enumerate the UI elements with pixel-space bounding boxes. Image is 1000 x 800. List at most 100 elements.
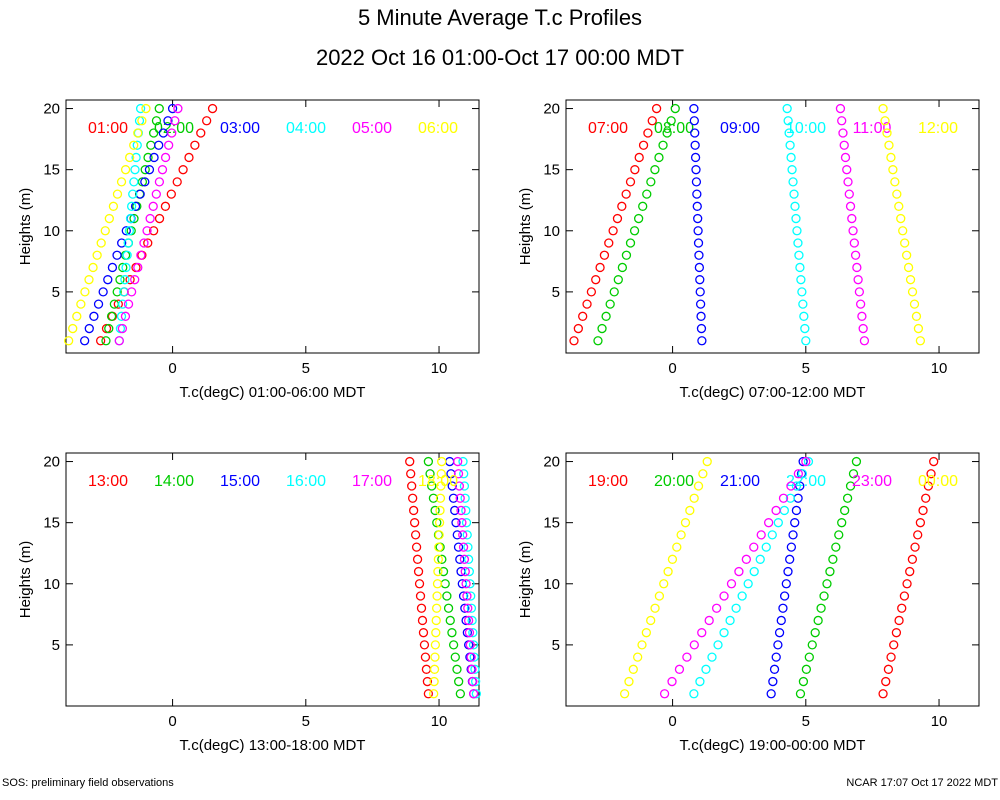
data-point [837, 116, 847, 126]
data-point [792, 226, 802, 236]
data-point [796, 275, 806, 285]
series-0000 [619, 456, 712, 699]
data-point [462, 530, 472, 540]
data-point [408, 505, 419, 516]
data-point [783, 566, 793, 577]
data-point [469, 689, 479, 699]
data-point [785, 493, 796, 503]
data-point [64, 336, 74, 346]
data-point [464, 566, 474, 577]
data-point [719, 628, 729, 638]
data-point [453, 456, 463, 467]
data-point [468, 640, 479, 650]
data-point [416, 603, 427, 613]
y-axis-label: Heights (m) [517, 188, 534, 266]
data-point [910, 542, 920, 552]
data-point [913, 530, 923, 540]
data-point [691, 177, 702, 187]
data-point [433, 566, 443, 577]
data-point [786, 542, 797, 552]
x-tick-label: 10 [431, 360, 448, 377]
data-point [713, 640, 723, 650]
data-point [901, 250, 912, 260]
data-point [689, 116, 699, 126]
data-point [432, 518, 442, 528]
data-point [915, 336, 926, 346]
data-point [117, 238, 127, 248]
data-point [831, 542, 841, 552]
data-point [144, 165, 155, 175]
data-point [118, 299, 128, 309]
data-point [435, 493, 446, 503]
data-point [422, 676, 433, 687]
data-point [783, 116, 793, 126]
data-point [691, 165, 701, 175]
data-point [438, 566, 449, 577]
y-tick-label: 15 [543, 162, 560, 179]
data-point [643, 128, 653, 138]
data-point [130, 275, 140, 285]
data-point [459, 554, 470, 564]
data-point [859, 336, 870, 346]
series-0400 [114, 103, 146, 346]
data-point [80, 287, 90, 297]
data-point [698, 469, 708, 479]
data-point [702, 456, 712, 467]
data-point [462, 591, 472, 601]
data-point [202, 116, 212, 126]
data-point [918, 505, 928, 516]
data-point [460, 566, 470, 577]
data-point [773, 640, 783, 650]
data-point [662, 128, 672, 138]
data-point [456, 505, 466, 516]
data-point [463, 615, 474, 626]
y-tick-label: 10 [543, 223, 560, 240]
data-point [114, 336, 124, 346]
data-point [406, 469, 416, 479]
data-point [442, 591, 452, 601]
x-tick-label: 10 [931, 713, 948, 730]
data-point [108, 201, 119, 211]
series-0300 [80, 103, 178, 346]
legend-entry: 19:00 [588, 473, 628, 490]
data-point [164, 140, 174, 150]
data-point [667, 676, 677, 687]
data-point [421, 664, 432, 674]
data-point [854, 287, 865, 297]
data-point [905, 275, 916, 285]
data-point [163, 116, 173, 126]
data-point [803, 456, 814, 467]
data-point [909, 299, 920, 309]
data-point [461, 518, 472, 528]
data-point [151, 116, 162, 126]
data-point [430, 640, 441, 650]
data-point [707, 652, 717, 662]
data-point [853, 275, 863, 285]
data-point [458, 530, 468, 540]
data-point [889, 640, 899, 650]
data-point [857, 311, 867, 321]
data-point [694, 250, 704, 260]
data-point [624, 676, 634, 687]
data-point [926, 469, 936, 479]
data-point [461, 505, 471, 516]
data-point [170, 116, 180, 126]
data-point [621, 250, 632, 260]
data-point [457, 518, 467, 528]
data-point [837, 518, 847, 528]
data-point [436, 469, 446, 479]
data-point [852, 262, 862, 273]
data-point [125, 275, 135, 285]
data-point [749, 542, 759, 552]
data-point [134, 116, 145, 126]
data-point [894, 201, 904, 211]
data-point [463, 554, 474, 564]
data-point [921, 493, 931, 503]
data-point [453, 469, 464, 479]
data-point [641, 628, 652, 638]
data-point [460, 493, 470, 503]
data-point [894, 615, 904, 626]
data-point [196, 128, 206, 138]
series-2300 [659, 456, 811, 699]
data-point [117, 323, 128, 334]
